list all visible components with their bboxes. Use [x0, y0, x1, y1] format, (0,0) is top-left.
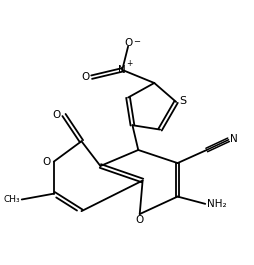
Text: +: +	[126, 59, 133, 68]
Text: S: S	[179, 96, 186, 106]
Text: O: O	[81, 72, 89, 82]
Text: CH₃: CH₃	[4, 195, 20, 204]
Text: N: N	[118, 65, 126, 75]
Text: −: −	[133, 37, 140, 46]
Text: O: O	[53, 110, 61, 120]
Text: NH₂: NH₂	[207, 199, 226, 209]
Text: O: O	[42, 157, 51, 167]
Text: O: O	[124, 38, 132, 48]
Text: N: N	[230, 134, 238, 144]
Text: O: O	[136, 215, 144, 226]
